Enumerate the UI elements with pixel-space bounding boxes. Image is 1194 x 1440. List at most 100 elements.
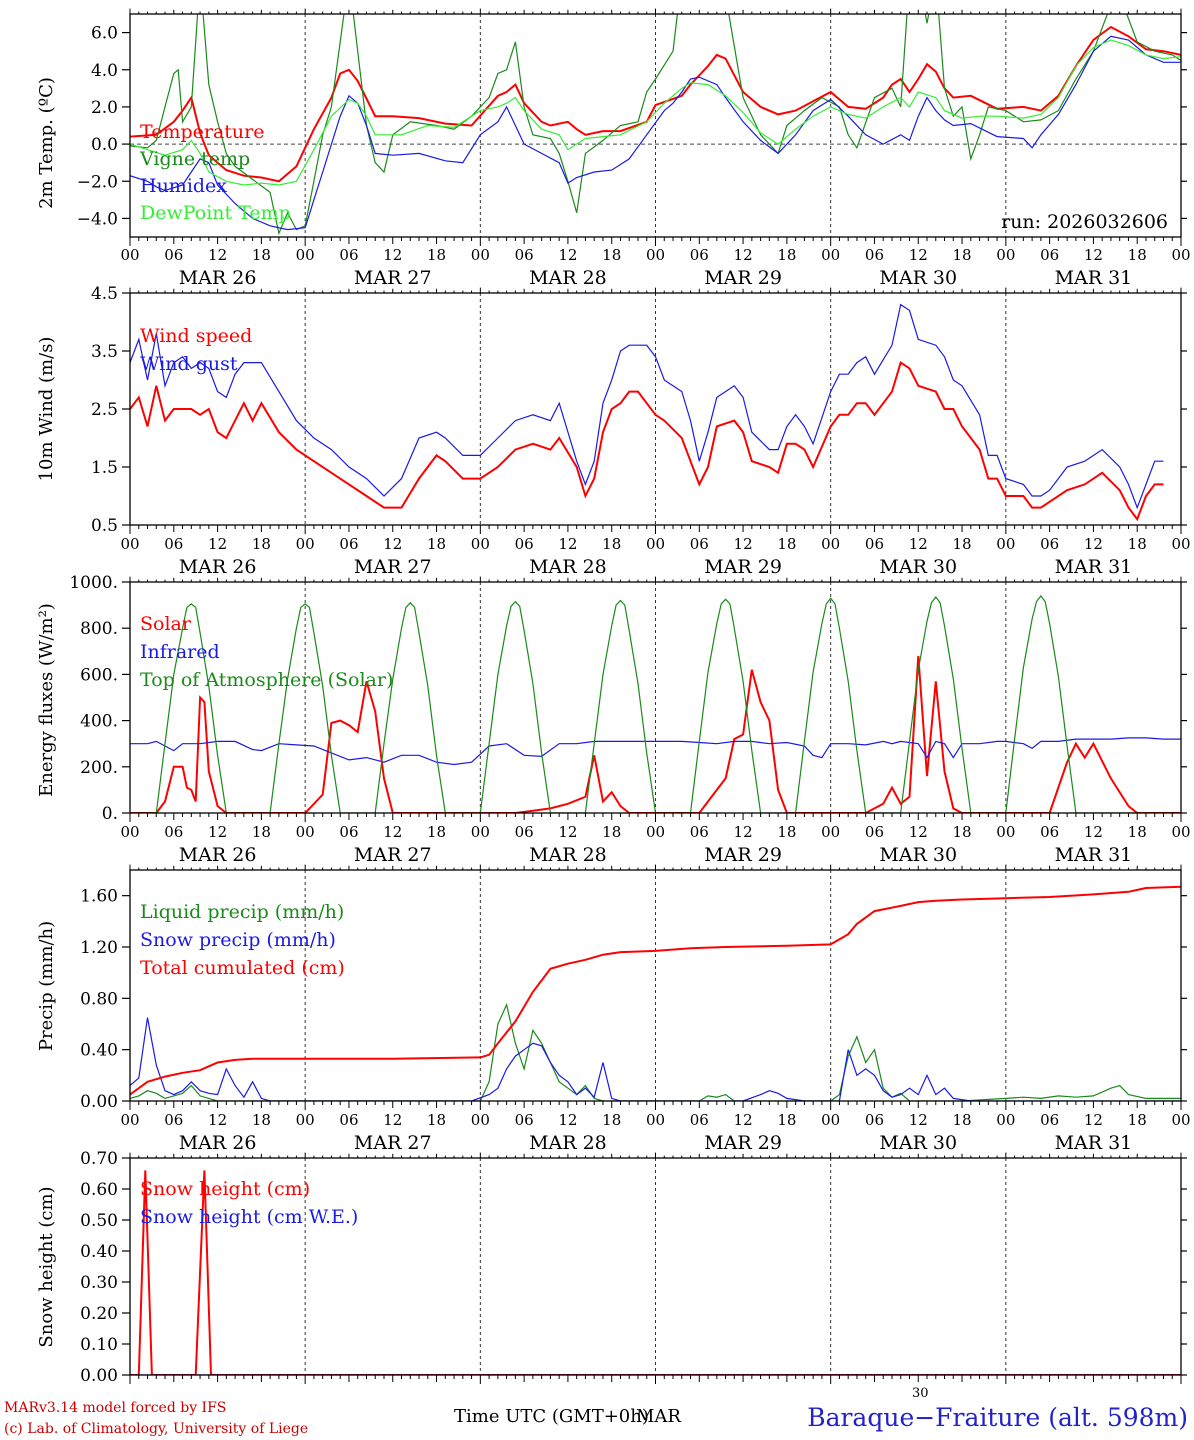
x-tick-label: 18 bbox=[427, 535, 446, 553]
day-label: MAR 31 bbox=[1055, 1132, 1133, 1154]
y-tick-label: 200. bbox=[80, 758, 118, 778]
series-line-1-4 bbox=[130, 39, 1181, 186]
x-tick-label: 06 bbox=[164, 823, 183, 841]
x-tick-label: 18 bbox=[952, 246, 971, 264]
x-tick-label: 18 bbox=[427, 823, 446, 841]
x-tick-label: 12 bbox=[383, 246, 402, 264]
day-label: MAR 29 bbox=[704, 844, 782, 866]
x-tick-label: 12 bbox=[558, 246, 577, 264]
legend-entry: Top of Atmosphere (Solar) bbox=[140, 669, 393, 691]
y-axis-label: 10m Wind (m/s) bbox=[36, 337, 57, 482]
credit-line-1: MARv3.14 model forced by IFS bbox=[4, 1400, 226, 1416]
legend-entry: Wind gust bbox=[140, 353, 238, 375]
x-tick-label: 18 bbox=[252, 823, 271, 841]
x-tick-label: 12 bbox=[909, 535, 928, 553]
x-tick-label: 00 bbox=[646, 823, 665, 841]
day-label: MAR 30 bbox=[879, 556, 957, 578]
legend-entry: Vigne temp bbox=[139, 148, 250, 170]
x-tick-label: 00 bbox=[646, 246, 665, 264]
day-label: MAR 29 bbox=[704, 1132, 782, 1154]
legend-entry: Snow height (cm W.E.) bbox=[140, 1206, 358, 1228]
x-tick-label: 00 bbox=[296, 246, 315, 264]
day-label: MAR 31 bbox=[1055, 556, 1133, 578]
x-tick-label: 18 bbox=[1128, 1111, 1147, 1129]
x-tick-label: 06 bbox=[339, 823, 358, 841]
day-label: MAR 28 bbox=[529, 1132, 607, 1154]
x-tick-label: 12 bbox=[558, 823, 577, 841]
x-tick-label: 06 bbox=[1040, 535, 1059, 553]
day-label: MAR 30 bbox=[879, 844, 957, 866]
series-line-1-2 bbox=[130, 14, 1181, 236]
x-tick-label: 18 bbox=[427, 1111, 446, 1129]
x-tick-label: 12 bbox=[558, 535, 577, 553]
x-tick-label: 00 bbox=[646, 535, 665, 553]
x-tick-label: 12 bbox=[383, 535, 402, 553]
x-tick-label: 18 bbox=[777, 1111, 796, 1129]
series-line-2-1 bbox=[130, 361, 1164, 522]
x-tick-label: 06 bbox=[515, 535, 534, 553]
x-tick-label: 00 bbox=[821, 246, 840, 264]
x-tick-label: 00 bbox=[471, 535, 490, 553]
x-tick-label: 06 bbox=[690, 246, 709, 264]
day-label: MAR 31 bbox=[1055, 844, 1133, 866]
x-tick-label: 18 bbox=[952, 823, 971, 841]
y-axis-label: 2m Temp. (ºC) bbox=[36, 77, 57, 209]
panel-5: 0.00 0.10 0.20 0.30 0.40 0.50 0.60 0.70 Snow hei… bbox=[36, 1149, 1187, 1386]
y-tick-label: 0. bbox=[102, 804, 118, 824]
x-tick-label: 18 bbox=[777, 535, 796, 553]
panel-3: 0. 200. 400. 600. 800. 1000. Energy fluxes (W/… bbox=[36, 573, 1191, 866]
legend-entry: Infrared bbox=[140, 641, 220, 663]
x-tick-label: 06 bbox=[515, 823, 534, 841]
x-tick-label: 00 bbox=[296, 823, 315, 841]
y-tick-label: 0.20 bbox=[80, 1304, 118, 1324]
y-tick-label: 0.70 bbox=[80, 1149, 118, 1169]
y-tick-label: 1.20 bbox=[80, 938, 118, 958]
x-tick-label: 12 bbox=[208, 535, 227, 553]
y-tick-label: 2.0 bbox=[91, 98, 118, 118]
x-tick-label: 18 bbox=[427, 246, 446, 264]
x-tick-label: 18 bbox=[252, 1111, 271, 1129]
y-tick-label: 1.60 bbox=[80, 887, 118, 907]
x-tick-label: 00 bbox=[996, 1111, 1015, 1129]
small-number: 30 bbox=[912, 1386, 929, 1401]
y-tick-label: 400. bbox=[80, 712, 118, 732]
x-tick-label: 12 bbox=[1084, 1111, 1103, 1129]
legend-entry: DewPoint Temp bbox=[140, 202, 291, 224]
x-tick-label: 12 bbox=[208, 823, 227, 841]
panel-1: −4.0 −2.0 0.0 2.0 4.0 6.0 2m Temp. (ºC) Tempera… bbox=[36, 8, 1191, 289]
y-tick-label: 0.60 bbox=[80, 1180, 118, 1200]
x-tick-label: 12 bbox=[558, 1111, 577, 1129]
legend-entry: Total cumulated (cm) bbox=[140, 957, 345, 979]
x-tick-label: 18 bbox=[602, 535, 621, 553]
day-label: MAR 27 bbox=[354, 844, 432, 866]
x-tick-label: 18 bbox=[602, 823, 621, 841]
x-tick-label: 12 bbox=[1084, 535, 1103, 553]
series-line-2-2 bbox=[130, 303, 1164, 510]
series-line-1-3 bbox=[130, 35, 1181, 231]
x-tick-label: 00 bbox=[296, 535, 315, 553]
legend-entry: Liquid precip (mm/h) bbox=[140, 901, 344, 923]
x-tick-label: 00 bbox=[1171, 823, 1190, 841]
day-label: MAR 27 bbox=[354, 267, 432, 289]
x-tick-label: 12 bbox=[734, 246, 753, 264]
x-tick-label: 12 bbox=[1084, 246, 1103, 264]
series-line-3-2 bbox=[130, 737, 1181, 766]
y-tick-label: 1.5 bbox=[91, 458, 118, 478]
x-tick-label: 18 bbox=[777, 823, 796, 841]
y-tick-label: 0.00 bbox=[80, 1092, 118, 1112]
x-tick-label: 06 bbox=[690, 823, 709, 841]
x-tick-label: 00 bbox=[120, 246, 139, 264]
day-label: MAR 29 bbox=[704, 267, 782, 289]
x-tick-label: 12 bbox=[909, 1111, 928, 1129]
day-label: MAR 30 bbox=[879, 267, 957, 289]
y-tick-label: 0.80 bbox=[80, 989, 118, 1009]
series-line-4-3 bbox=[130, 885, 1181, 1096]
y-tick-label: 600. bbox=[80, 665, 118, 685]
x-tick-label: 00 bbox=[120, 823, 139, 841]
x-tick-label: 00 bbox=[996, 823, 1015, 841]
x-tick-label: 06 bbox=[1040, 246, 1059, 264]
panel-4: 0.00 0.40 0.80 1.20 1.60 Precip (mm/h) Liquid … bbox=[36, 864, 1191, 1154]
x-tick-label: 00 bbox=[120, 1111, 139, 1129]
y-tick-label: 0.50 bbox=[80, 1211, 118, 1231]
